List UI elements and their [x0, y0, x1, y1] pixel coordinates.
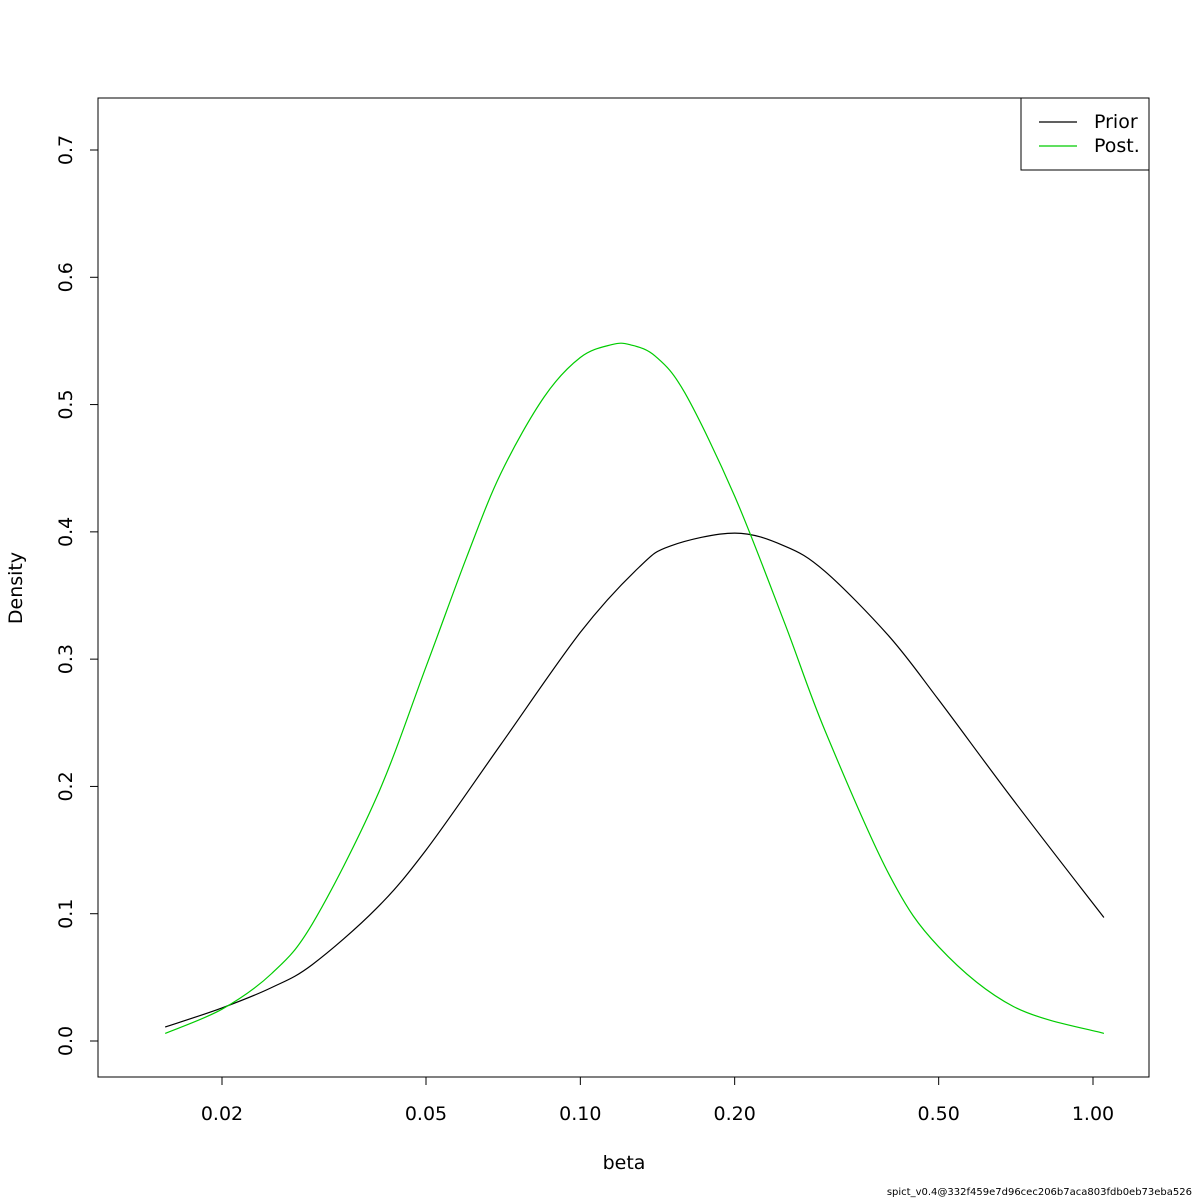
y-tick-label: 0.7: [55, 135, 77, 165]
y-tick-label: 0.4: [55, 517, 77, 547]
y-tick-label: 0.6: [55, 262, 77, 292]
y-tick-label: 0.2: [55, 771, 77, 801]
legend-label: Prior: [1094, 111, 1138, 133]
x-tick-label: 1.00: [1072, 1103, 1114, 1125]
x-tick-label: 0.02: [201, 1103, 243, 1125]
x-tick-label: 0.05: [405, 1103, 447, 1125]
y-tick-label: 0.1: [55, 899, 77, 929]
legend-box: [1020, 97, 1150, 171]
version-footer: spict_v0.4@332f459e7d96cec206b7aca803fdb…: [886, 1187, 1192, 1198]
x-axis-title: beta: [603, 1152, 646, 1174]
y-tick-label: 0.5: [55, 389, 77, 419]
y-axis-title: Density: [5, 552, 27, 624]
y-tick-label: 0.3: [55, 644, 77, 674]
x-tick-label: 0.50: [918, 1103, 960, 1125]
legend-label: Post.: [1094, 135, 1140, 157]
series-line-prior: [165, 532, 1105, 1028]
x-tick-label: 0.20: [714, 1103, 756, 1125]
y-tick-label: 0.0: [55, 1026, 77, 1056]
x-tick-label: 0.10: [559, 1103, 601, 1125]
plot-frame: [97, 97, 1150, 1078]
series-line-post: [164, 342, 1105, 1034]
